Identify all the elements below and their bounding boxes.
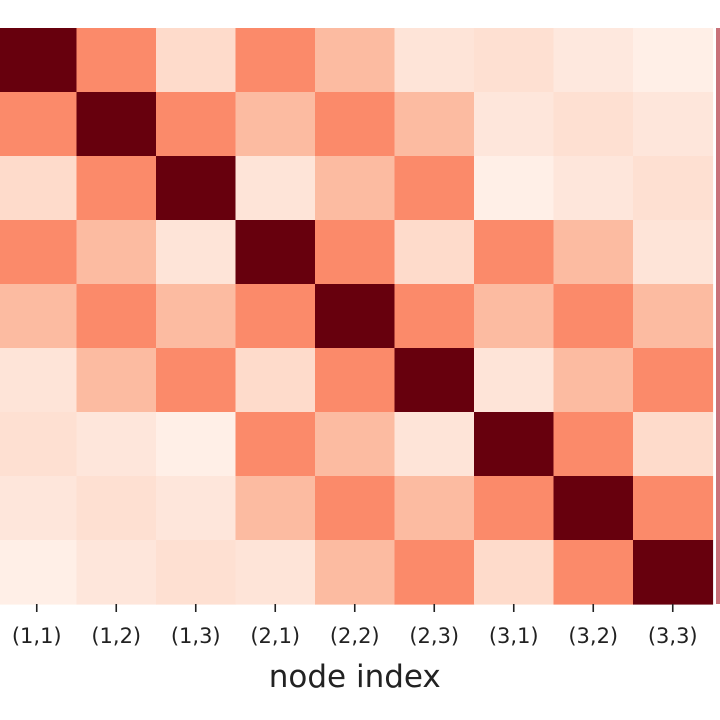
x-tick-label: (2,1) xyxy=(250,624,300,648)
heatmap-cell xyxy=(156,92,237,157)
colorbar-edge xyxy=(716,28,720,604)
heatmap-cell xyxy=(235,412,316,477)
heatmap-cell xyxy=(76,284,157,349)
heatmap-cell xyxy=(235,28,316,93)
heatmap-cell xyxy=(315,348,396,413)
heatmap-cell xyxy=(156,348,237,413)
heatmap-cell xyxy=(0,156,78,221)
heatmap-cell xyxy=(553,156,634,221)
heatmap-cell xyxy=(474,476,555,541)
x-tick-label: (3,2) xyxy=(568,624,618,648)
heatmap-cell xyxy=(394,476,475,541)
heatmap-cell xyxy=(235,92,316,157)
heatmap-cell xyxy=(633,540,714,605)
heatmap-cell xyxy=(315,412,396,477)
heatmap-cell xyxy=(633,412,714,477)
heatmap-cell xyxy=(633,284,714,349)
heatmap-cell xyxy=(76,220,157,285)
heatmap-cell xyxy=(0,540,78,605)
heatmap-cell xyxy=(553,220,634,285)
heatmap-cell xyxy=(235,156,316,221)
heatmap-cell xyxy=(315,284,396,349)
heatmap-cell xyxy=(474,540,555,605)
heatmap-cells xyxy=(0,28,714,605)
x-tick-label: (1,3) xyxy=(171,624,221,648)
heatmap-cell xyxy=(156,220,237,285)
heatmap-cell xyxy=(474,220,555,285)
heatmap-cell xyxy=(553,28,634,93)
heatmap-cell xyxy=(474,284,555,349)
heatmap-cell xyxy=(633,156,714,221)
heatmap-cell xyxy=(315,156,396,221)
heatmap-cell xyxy=(394,220,475,285)
heatmap-cell xyxy=(0,220,78,285)
heatmap-cell xyxy=(0,284,78,349)
heatmap-cell xyxy=(156,156,237,221)
heatmap-cell xyxy=(474,412,555,477)
x-tick-label: (1,2) xyxy=(91,624,141,648)
heatmap-cell xyxy=(156,28,237,93)
heatmap-cell xyxy=(553,348,634,413)
x-axis-label: node index xyxy=(269,659,441,695)
heatmap-cell xyxy=(553,92,634,157)
heatmap-cell xyxy=(474,28,555,93)
heatmap-cell xyxy=(553,476,634,541)
heatmap-cell xyxy=(76,28,157,93)
heatmap-cell xyxy=(315,220,396,285)
heatmap-cell xyxy=(633,220,714,285)
heatmap-cell xyxy=(76,348,157,413)
heatmap-cell xyxy=(394,348,475,413)
heatmap-cell xyxy=(633,476,714,541)
heatmap-cell xyxy=(633,28,714,93)
heatmap-cell xyxy=(553,540,634,605)
heatmap-cell xyxy=(156,476,237,541)
heatmap-cell xyxy=(553,284,634,349)
heatmap-cell xyxy=(76,540,157,605)
heatmap-cell xyxy=(76,412,157,477)
heatmap-cell xyxy=(76,476,157,541)
x-axis-ticks: (1,1) (1,2) (1,3) (2,1) (2,2) (2,3) (3,1) (3,2)… xyxy=(12,604,698,648)
heatmap-cell xyxy=(0,476,78,541)
heatmap-cell xyxy=(394,412,475,477)
heatmap-cell xyxy=(315,28,396,93)
heatmap-cell xyxy=(474,156,555,221)
heatmap-cell xyxy=(394,540,475,605)
heatmap-cell xyxy=(156,412,237,477)
heatmap-cell xyxy=(315,540,396,605)
heatmap-cell xyxy=(394,284,475,349)
heatmap-cell xyxy=(315,92,396,157)
x-tick-label: (3,1) xyxy=(489,624,539,648)
heatmap-cell xyxy=(235,348,316,413)
x-tick-label: (2,2) xyxy=(330,624,380,648)
heatmap-cell xyxy=(76,156,157,221)
heatmap-cell xyxy=(474,348,555,413)
heatmap-cell xyxy=(394,156,475,221)
heatmap-cell xyxy=(156,540,237,605)
heatmap-cell xyxy=(0,348,78,413)
heatmap-cell xyxy=(553,412,634,477)
heatmap-cell xyxy=(235,220,316,285)
heatmap-cell xyxy=(315,476,396,541)
heatmap-cell xyxy=(235,540,316,605)
heatmap-cell xyxy=(235,476,316,541)
x-tick-label: (1,1) xyxy=(12,624,62,648)
heatmap-cell xyxy=(156,284,237,349)
heatmap-cell xyxy=(633,348,714,413)
heatmap-cell xyxy=(235,284,316,349)
x-tick-label: (3,3) xyxy=(648,624,698,648)
heatmap-cell xyxy=(76,92,157,157)
heatmap-cell xyxy=(474,92,555,157)
heatmap-cell xyxy=(0,28,78,93)
heatmap-cell xyxy=(0,412,78,477)
heatmap-cell xyxy=(394,28,475,93)
heatmap-cell xyxy=(394,92,475,157)
heatmap-cell xyxy=(633,92,714,157)
x-tick-label: (2,3) xyxy=(409,624,459,648)
heatmap-cell xyxy=(0,92,78,157)
